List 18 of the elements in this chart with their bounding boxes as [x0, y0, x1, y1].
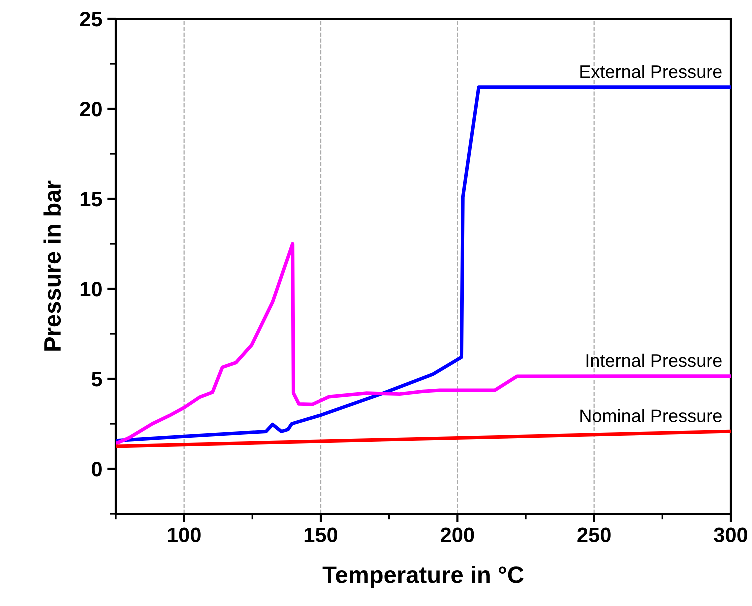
x-tick-label: 300	[714, 528, 748, 543]
y-tick-label: 10	[80, 282, 102, 297]
series-label: External Pressure	[580, 65, 722, 78]
y-tick-label: 20	[80, 102, 102, 117]
x-axis-title: Temperature in °C	[322, 566, 524, 588]
y-tick-label: 15	[80, 192, 102, 207]
y-tick-label: 0	[92, 462, 102, 477]
x-tick-label: 100	[168, 528, 201, 542]
y-tick-label: 25	[80, 12, 102, 27]
x-tick-label: 200	[441, 528, 474, 542]
line-series	[116, 242, 731, 446]
x-tick-label: 150	[304, 528, 338, 542]
x-tick-label: 250	[578, 528, 611, 542]
series-label: Internal Pressure	[586, 354, 722, 368]
y-axis-title: Pressure in bar	[44, 180, 62, 351]
series-label: Nominal Pressure	[580, 409, 722, 422]
line-series	[116, 86, 731, 443]
y-tick-label: 5	[92, 372, 102, 387]
